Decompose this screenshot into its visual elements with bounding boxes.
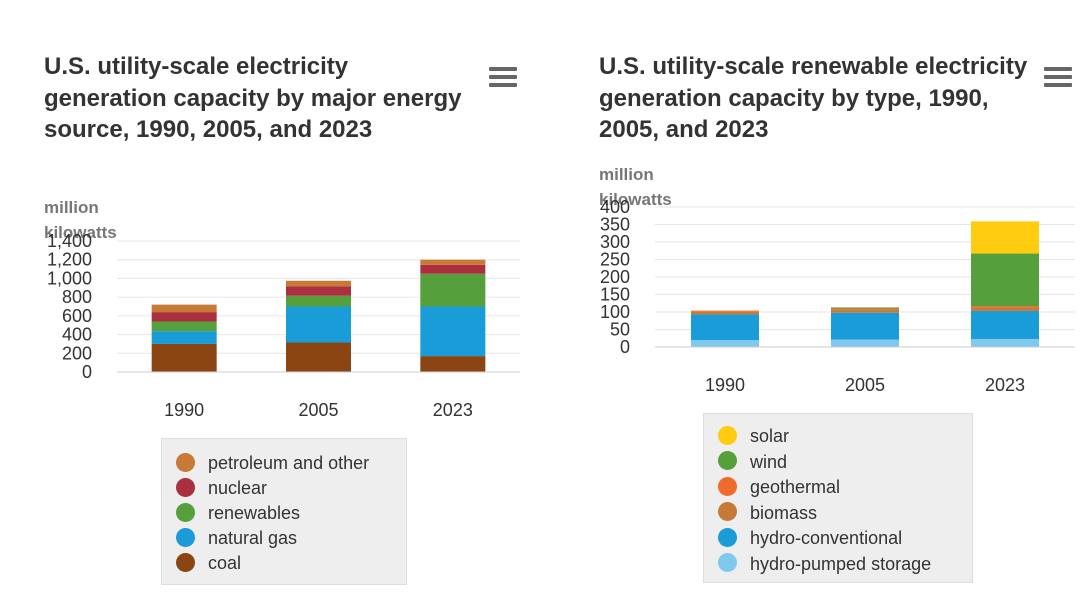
legend-item-nuclear[interactable]: nuclear (176, 476, 267, 501)
y-tick-label: 1,200 (47, 250, 92, 270)
legend-marker (176, 552, 195, 572)
legend-marker (176, 452, 195, 472)
bar-segment-petroleum-and-other-1990[interactable] (151, 304, 217, 313)
bar-segment-wind-2023[interactable] (971, 253, 1039, 307)
legend-item-coal[interactable]: coal (176, 551, 241, 576)
legend-marker (176, 502, 195, 522)
bar-segment-hydro-conventional-2005[interactable] (831, 312, 899, 340)
bar-segment-nuclear-1990[interactable] (151, 312, 217, 322)
legend-item-hydro-conventional[interactable]: hydro-conventional (718, 526, 902, 551)
legend-label: wind (750, 451, 788, 472)
legend-item-biomass[interactable]: biomass (718, 501, 817, 526)
bar-segment-hydro-pumped-storage-2023[interactable] (971, 338, 1039, 347)
hamburger-menu-icon[interactable] (1044, 67, 1072, 89)
legend-marker (718, 502, 737, 522)
chart-panel-capacity-by-source: U.S. utility-scale electricity generatio… (44, 53, 520, 585)
legend-marker (718, 476, 737, 496)
y-tick-label: 1,000 (47, 268, 92, 288)
y-tick-label: 400 (600, 197, 630, 217)
y-tick-label: 0 (620, 337, 630, 357)
legend-label: solar (750, 426, 790, 446)
legend-marker (176, 527, 195, 547)
legend-item-wind[interactable]: wind (718, 450, 787, 475)
bar-segment-coal-1990[interactable] (151, 343, 217, 372)
legend-label: hydro-conventional (750, 528, 903, 548)
y-tick-label: 300 (600, 232, 630, 252)
bar-segment-petroleum-and-other-2023[interactable] (420, 259, 486, 265)
bar-segment-nuclear-2005[interactable] (286, 286, 351, 296)
chart-legend: solar wind geothermal biomass hydro-conventi… (703, 413, 973, 583)
bar-segment-hydro-conventional-1990[interactable] (691, 314, 759, 340)
bar-segment-solar-2023[interactable] (971, 221, 1039, 254)
legend-marker (718, 451, 737, 471)
y-tick-label: 1,400 (47, 231, 92, 251)
legend-label: biomass (750, 502, 818, 523)
y-tick-label: 600 (62, 306, 92, 326)
legend-label: petroleum and other (208, 453, 370, 473)
x-tick-label: 2005 (845, 375, 885, 395)
legend-label: coal (208, 553, 242, 573)
legend-item-petroleum-and-other[interactable]: petroleum and other (176, 451, 369, 476)
legend-item-solar[interactable]: solar (718, 424, 789, 449)
y-tick-label: 100 (600, 302, 630, 322)
legend-marker (718, 425, 737, 445)
bar-segment-biomass-2023[interactable] (971, 307, 1039, 311)
bar-segment-geothermal-2023[interactable] (971, 306, 1039, 308)
bar-segment-renewables-2005[interactable] (286, 295, 351, 307)
bar-segment-renewables-2023[interactable] (420, 273, 486, 307)
bar-segment-natural-gas-1990[interactable] (151, 331, 217, 344)
y-axis-title: million kilowatts (599, 165, 672, 209)
legend-item-renewables[interactable]: renewables (176, 501, 300, 526)
bar-segment-renewables-1990[interactable] (151, 321, 217, 332)
chart-title: U.S. utility-scale electricity generatio… (44, 53, 462, 143)
chart-legend: petroleum and other nuclear renewables natu… (161, 438, 407, 585)
y-tick-label: 250 (600, 250, 630, 270)
x-tick-label: 2023 (985, 375, 1025, 395)
y-axis-title: million kilowatts (44, 198, 117, 242)
legend-label: hydro-pumped storage (750, 553, 932, 574)
legend-label: geothermal (750, 477, 841, 497)
bar-segment-geothermal-1990[interactable] (691, 310, 759, 312)
y-tick-label: 200 (600, 267, 630, 287)
bar-segment-petroleum-and-other-2005[interactable] (286, 280, 351, 287)
y-tick-label: 800 (62, 287, 92, 307)
y-tick-label: 400 (62, 325, 92, 345)
bar-segment-coal-2023[interactable] (420, 356, 486, 372)
x-tick-label: 2023 (433, 400, 473, 420)
bar-segment-natural-gas-2023[interactable] (420, 306, 486, 357)
x-tick-label: 2005 (298, 400, 338, 420)
x-tick-label: 1990 (164, 400, 204, 420)
legend-marker (176, 477, 195, 497)
bar-segment-natural-gas-2005[interactable] (286, 306, 351, 343)
y-tick-label: 350 (600, 215, 630, 235)
bar-segment-wind-2005[interactable] (831, 307, 899, 309)
legend-item-hydro-pumped-storage[interactable]: hydro-pumped storage (718, 552, 931, 577)
y-tick-label: 200 (62, 343, 92, 363)
bar-segment-hydro-pumped-storage-2005[interactable] (831, 339, 899, 347)
legend-label: nuclear (208, 478, 268, 498)
legend-label: renewables (208, 503, 301, 523)
bar-segment-geothermal-2005[interactable] (831, 308, 899, 310)
y-tick-label: 0 (82, 362, 92, 382)
x-tick-label: 1990 (705, 375, 745, 395)
bar-segment-coal-2005[interactable] (286, 342, 351, 372)
legend-item-natural-gas[interactable]: natural gas (176, 526, 297, 551)
bar-segment-biomass-1990[interactable] (691, 311, 759, 315)
bar-segment-hydro-conventional-2023[interactable] (971, 310, 1039, 339)
chart-title: U.S. utility-scale renewable electricity… (599, 53, 1028, 143)
y-tick-label: 150 (600, 285, 630, 305)
hamburger-menu-icon[interactable] (489, 67, 517, 89)
legend-label: natural gas (208, 528, 298, 548)
bar-segment-hydro-pumped-storage-1990[interactable] (691, 340, 759, 347)
bar-segment-nuclear-2023[interactable] (420, 264, 486, 274)
legend-marker (718, 553, 737, 573)
legend-marker (718, 527, 737, 547)
y-tick-label: 50 (610, 320, 630, 340)
chart-panel-renewable-by-type: U.S. utility-scale renewable electricity… (540, 0, 1080, 596)
bar-segment-biomass-2005[interactable] (831, 309, 899, 313)
legend-item-geothermal[interactable]: geothermal (718, 475, 840, 500)
